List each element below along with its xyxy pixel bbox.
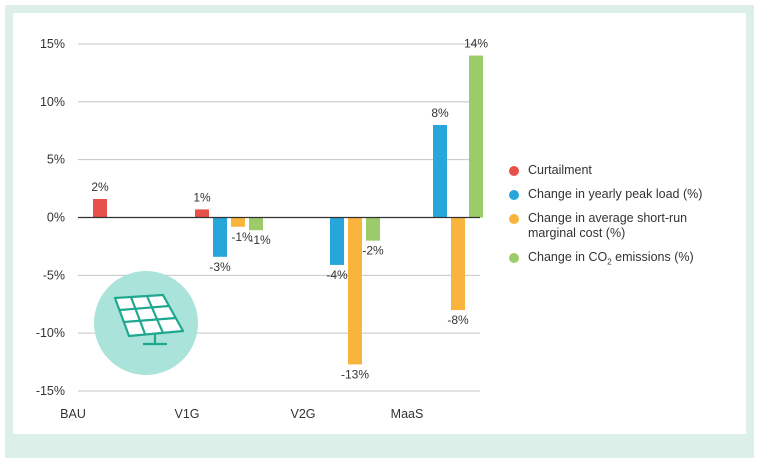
- y-tick-label: -15%: [36, 384, 65, 398]
- chart-panel: 15% 10% 5% 0% -5% -10% -15% 2% 1% -3% -4% 8% -1% -13…: [13, 13, 746, 434]
- data-label: -1%: [249, 233, 271, 247]
- legend-item-co2: Change in CO2 emissions (%): [509, 250, 749, 267]
- data-label: -13%: [341, 367, 369, 381]
- bar-chart: 15% 10% 5% 0% -5% -10% -15% 2% 1% -3% -4% 8% -1% -13…: [36, 37, 489, 421]
- y-tick-label: -5%: [43, 268, 65, 282]
- bar: [195, 209, 209, 218]
- bar: [469, 55, 483, 218]
- x-tick-label: V2G: [290, 407, 315, 421]
- y-tick-label: 10%: [40, 95, 65, 109]
- x-tick-label: BAU: [60, 407, 86, 421]
- x-tick-label: V1G: [174, 407, 199, 421]
- bar: [213, 217, 227, 257]
- legend-swatch: [509, 190, 519, 200]
- legend-item-peak-load: Change in yearly peak load (%): [509, 187, 749, 202]
- bar: [366, 217, 380, 241]
- data-label: 8%: [431, 106, 449, 120]
- legend-label-pre: Change in CO: [528, 250, 608, 264]
- legend-item-marginal-cost: Change in average short-run marginal cos…: [509, 211, 749, 241]
- solar-panel-icon: [113, 293, 185, 346]
- data-label: 2%: [91, 180, 109, 194]
- x-axis-ticks: BAU V1G V2G MaaS: [60, 407, 423, 421]
- y-tick-label: 0%: [47, 211, 65, 225]
- data-labels: 2% 1% -3% -4% 8% -1% -13% -8% -1% -2% 14%: [91, 37, 488, 382]
- data-label: 14%: [464, 37, 488, 51]
- bar: [451, 217, 465, 311]
- legend-swatch: [509, 166, 519, 176]
- legend-label: Change in yearly peak load (%): [528, 187, 703, 201]
- x-tick-label: MaaS: [391, 407, 424, 421]
- data-label: -8%: [447, 313, 469, 327]
- legend-label-post: emissions (%): [611, 250, 694, 264]
- legend-label: Curtailment: [528, 163, 592, 177]
- data-label: -1%: [231, 230, 253, 244]
- legend-swatch: [509, 253, 519, 263]
- y-tick-label: 5%: [47, 153, 65, 167]
- legend-label: Change in CO2 emissions (%): [528, 250, 694, 267]
- y-axis-ticks: 15% 10% 5% 0% -5% -10% -15%: [36, 37, 65, 398]
- data-label: -3%: [209, 260, 231, 274]
- bar: [330, 217, 344, 265]
- data-label: -4%: [326, 268, 348, 282]
- bar: [93, 198, 107, 218]
- bar: [249, 217, 263, 231]
- y-tick-label: -10%: [36, 326, 65, 340]
- y-tick-label: 15%: [40, 37, 65, 51]
- bar: [433, 124, 447, 218]
- chart-frame: 15% 10% 5% 0% -5% -10% -15% 2% 1% -3% -4% 8% -1% -13…: [5, 5, 754, 458]
- data-label: 1%: [193, 190, 211, 204]
- solar-panel-decoration: [94, 271, 198, 375]
- bar: [348, 217, 362, 365]
- legend-label: Change in average short-run marginal cos…: [528, 211, 688, 240]
- bar: [231, 217, 245, 227]
- legend: Curtailment Change in yearly peak load (…: [509, 163, 749, 274]
- legend-swatch: [509, 214, 519, 224]
- data-label: -2%: [362, 244, 384, 258]
- legend-label-sub: 2: [607, 257, 612, 267]
- legend-item-curtailment: Curtailment: [509, 163, 749, 178]
- bars: [93, 55, 483, 365]
